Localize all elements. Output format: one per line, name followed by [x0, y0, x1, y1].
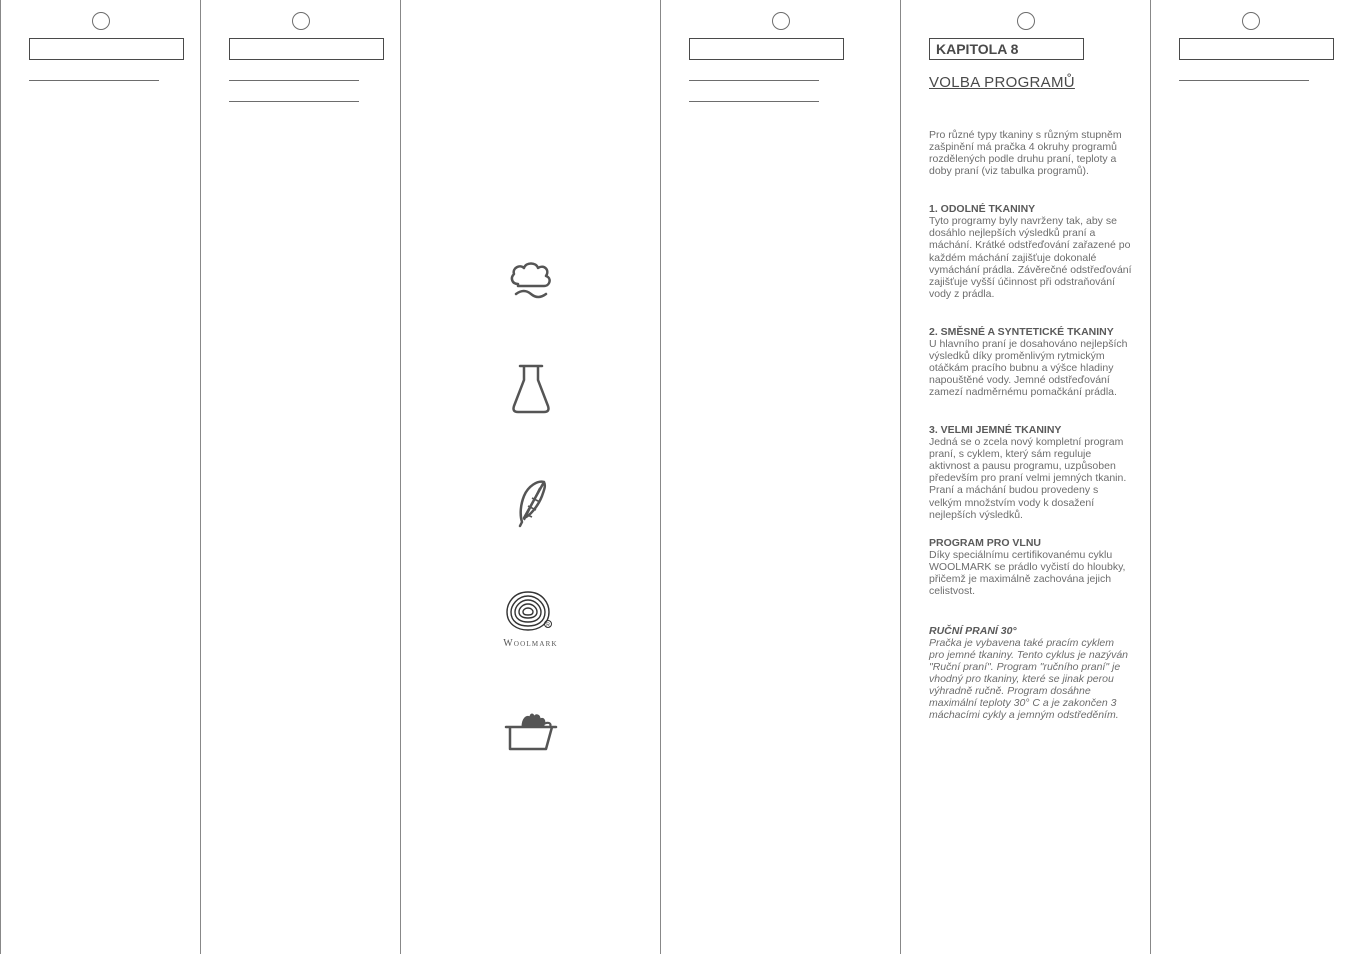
section-3-heading: 3. VELMI JEMNÉ TKANINY	[929, 424, 1132, 436]
binder-hole	[1242, 12, 1260, 30]
panel-main-text: KAPITOLA 8 VOLBA PROGRAMŮ Pro různé typy…	[900, 0, 1150, 954]
chapter-title-box-empty	[229, 38, 384, 60]
section-5-body: Pračka je vybavena také pracím cyklem pr…	[929, 637, 1132, 721]
panel-1	[0, 0, 200, 954]
section-3-body: Jedná se o zcela nový kompletní program …	[929, 436, 1132, 520]
divider-line	[1179, 80, 1309, 81]
section-1-body: Tyto programy byly navrženy tak, aby se …	[929, 215, 1132, 299]
divider-line	[29, 80, 159, 81]
binder-hole	[292, 12, 310, 30]
chapter-title-box-empty	[29, 38, 184, 60]
woolmark-icon: R	[503, 588, 553, 634]
page-subtitle: VOLBA PROGRAMŮ	[929, 74, 1132, 91]
divider-line	[689, 101, 819, 102]
panel-4	[660, 0, 900, 954]
divider-line	[229, 80, 359, 81]
section-1-heading: 1. ODOLNÉ TKANINY	[929, 203, 1132, 215]
chapter-title: KAPITOLA 8	[929, 38, 1084, 60]
panel-2	[200, 0, 400, 954]
chapter-title-box-empty	[689, 38, 844, 60]
binder-hole	[92, 12, 110, 30]
resistant-fabric-icon	[506, 260, 556, 302]
woolmark-label: Woolmark	[503, 638, 557, 649]
chapter-title-box-empty	[1179, 38, 1334, 60]
woolmark-block: R Woolmark	[503, 588, 557, 649]
panel-6	[1150, 0, 1351, 954]
section-4-body: Díky speciálnímu certifikovanému cyklu W…	[929, 549, 1132, 597]
intro-text: Pro různé typy tkaniny s různým stupněm …	[929, 129, 1132, 177]
section-5-heading: RUČNÍ PRANÍ 30°	[929, 625, 1132, 637]
panel-icons: R Woolmark	[400, 0, 660, 954]
binder-hole	[1017, 12, 1035, 30]
delicate-fabric-icon	[510, 476, 552, 528]
section-2-heading: 2. SMĚSNÉ A SYNTETICKÉ TKANINY	[929, 326, 1132, 338]
svg-text:R: R	[546, 623, 550, 629]
binder-hole	[772, 12, 790, 30]
divider-line	[689, 80, 819, 81]
synthetic-fabric-icon	[508, 362, 554, 416]
handwash-icon	[504, 709, 558, 755]
section-2-body: U hlavního praní je dosahováno nejlepšíc…	[929, 338, 1132, 398]
section-4-heading: PROGRAM PRO VLNU	[929, 537, 1132, 549]
divider-line	[229, 101, 359, 102]
